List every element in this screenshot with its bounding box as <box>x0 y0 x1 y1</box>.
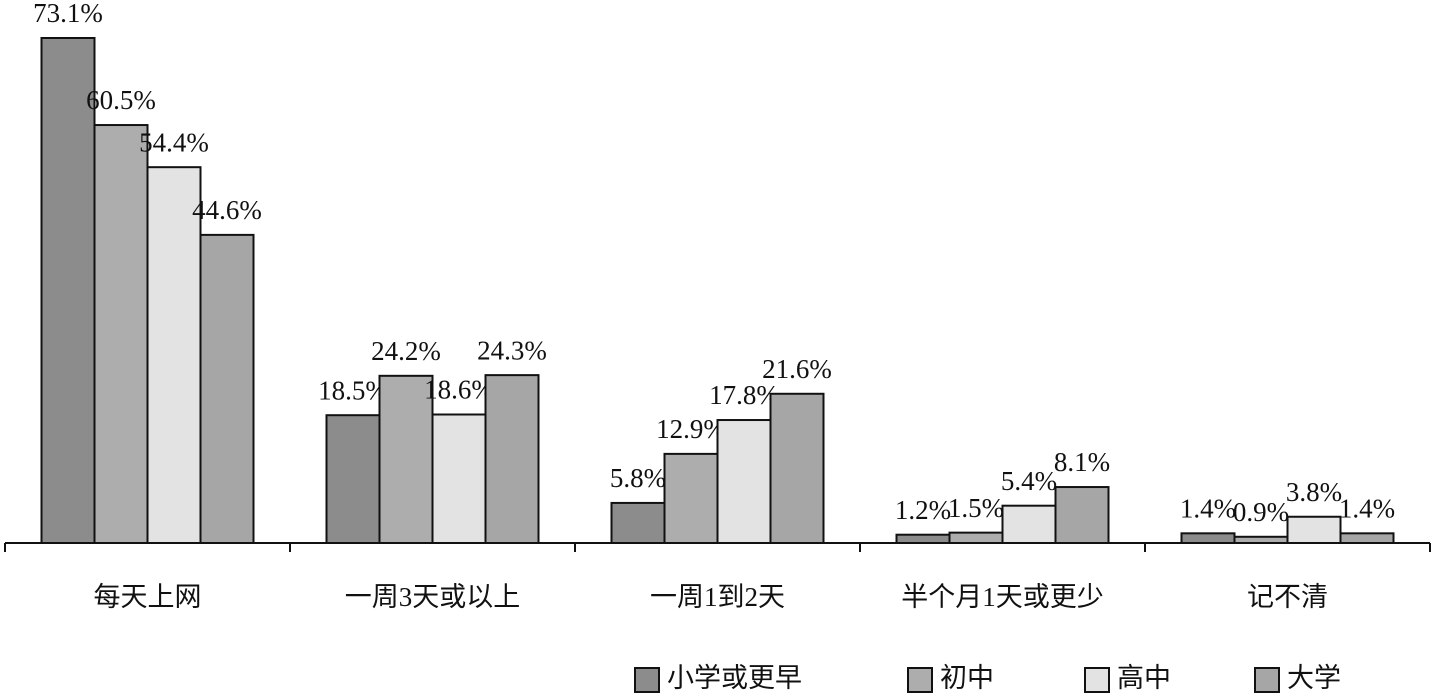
legend-label: 高中 <box>1117 663 1171 693</box>
data-label: 12.9% <box>656 414 726 444</box>
bar <box>716 419 772 544</box>
data-label: 24.2% <box>371 336 441 366</box>
data-label: 1.4% <box>1339 494 1395 524</box>
legend-swatch <box>634 667 660 693</box>
legend-label: 小学或更早 <box>667 663 802 693</box>
data-label: 18.5% <box>318 375 388 405</box>
bar <box>610 501 666 545</box>
bar <box>769 392 825 544</box>
x-tick-label: 半个月1天或更少 <box>901 582 1104 612</box>
bar <box>378 374 434 544</box>
legend-label: 大学 <box>1287 663 1341 693</box>
data-label: 3.8% <box>1286 477 1342 507</box>
data-label: 1.4% <box>1180 494 1236 524</box>
data-label: 1.2% <box>895 495 951 525</box>
bar <box>1180 532 1236 544</box>
bar <box>325 414 381 544</box>
x-tick-label: 一周3天或以上 <box>345 582 521 612</box>
data-label: 44.6% <box>192 195 262 225</box>
bar <box>431 413 487 544</box>
bar <box>199 233 255 544</box>
legend-swatch <box>1254 667 1280 693</box>
bar <box>1286 515 1342 544</box>
data-label: 60.5% <box>86 85 156 115</box>
bar <box>484 374 540 544</box>
bar <box>1001 504 1057 545</box>
data-label: 8.1% <box>1054 447 1110 477</box>
bar <box>663 452 719 544</box>
data-label: 5.4% <box>1001 466 1057 496</box>
legend-label: 初中 <box>940 663 994 693</box>
x-tick-label: 记不清 <box>1247 582 1328 612</box>
bar <box>93 124 149 545</box>
bar <box>40 37 96 544</box>
bar <box>1054 486 1110 545</box>
x-tick-label: 每天上网 <box>94 582 202 612</box>
data-label: 5.8% <box>610 463 666 493</box>
data-label: 24.3% <box>477 335 547 365</box>
bar <box>948 531 1004 545</box>
legend-swatch <box>907 667 933 693</box>
data-label: 18.6% <box>424 375 494 405</box>
bar <box>895 533 951 544</box>
x-tick-label: 一周1到2天 <box>650 582 785 612</box>
data-label: 17.8% <box>709 380 779 410</box>
data-label: 73.1% <box>33 0 103 28</box>
data-label: 0.9% <box>1233 497 1289 527</box>
data-label: 54.4% <box>139 127 209 157</box>
bar <box>1339 532 1395 544</box>
data-label: 1.5% <box>948 493 1004 523</box>
legend-swatch <box>1084 667 1110 693</box>
data-label: 21.6% <box>762 354 832 384</box>
